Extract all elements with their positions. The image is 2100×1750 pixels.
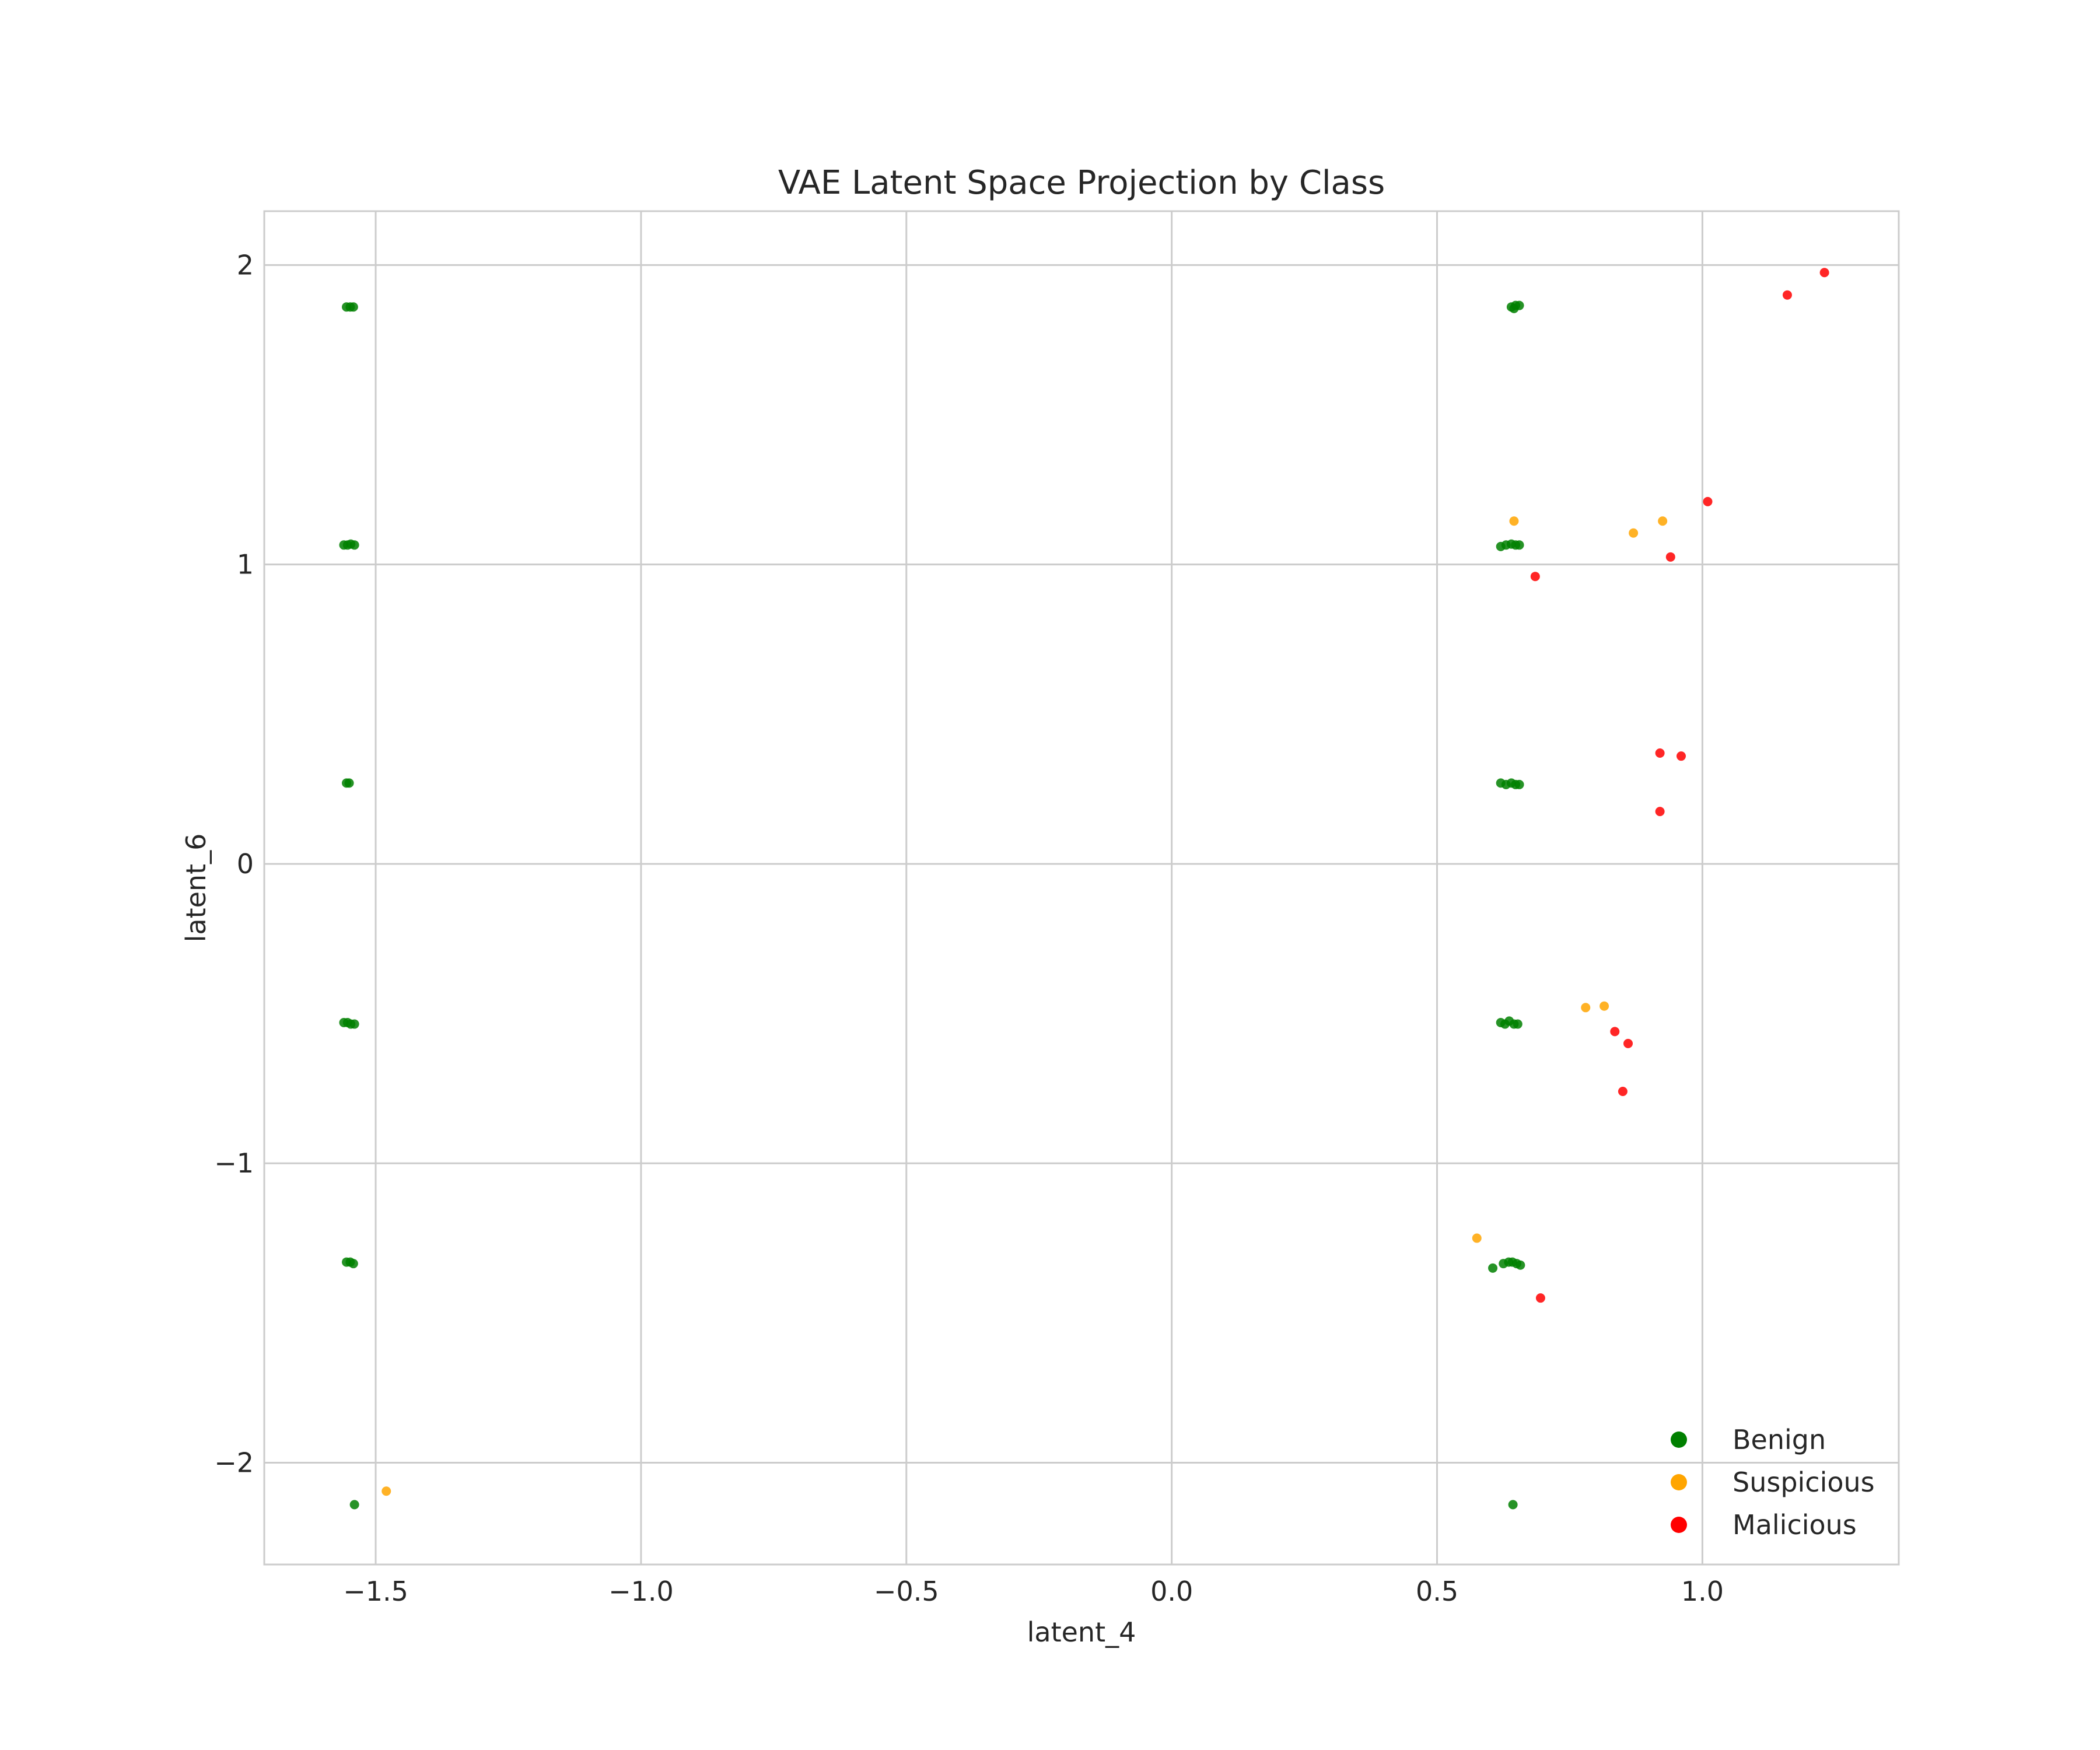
legend-label-malicious: Malicious (1732, 1509, 1857, 1541)
point-malicious (1610, 1027, 1620, 1037)
point-benign (1514, 540, 1524, 550)
point-malicious (1782, 290, 1792, 300)
y-tick-label: 1 (237, 549, 254, 580)
x-tick-label: 0.5 (1416, 1576, 1458, 1607)
x-tick-label: 0.0 (1150, 1576, 1193, 1607)
point-benign (1508, 1500, 1518, 1510)
point-benign (349, 540, 359, 550)
x-tick-label: 1.0 (1681, 1576, 1724, 1607)
y-tick-label: 2 (237, 249, 254, 281)
point-benign (348, 1259, 358, 1269)
x-axis-label: latent_4 (1027, 1616, 1136, 1648)
point-malicious (1535, 1293, 1545, 1303)
x-tick-label: −1.5 (343, 1576, 408, 1607)
data-points (339, 268, 1829, 1510)
point-malicious (1819, 268, 1829, 278)
legend-label-benign: Benign (1732, 1424, 1826, 1455)
point-benign (349, 1019, 359, 1029)
point-suspicious (1658, 516, 1668, 526)
point-benign (349, 1500, 359, 1510)
point-suspicious (1509, 516, 1519, 526)
point-benign (1509, 303, 1519, 313)
tick-labels: −1.5 −1.0 −0.5 0.0 0.5 1.0 −2 −1 0 1 2 (214, 249, 1724, 1607)
point-malicious (1618, 1087, 1628, 1097)
y-tick-label: −1 (214, 1147, 254, 1179)
legend-marker-benign (1671, 1432, 1687, 1448)
point-benign (1488, 1263, 1498, 1273)
point-benign (1516, 1260, 1525, 1270)
point-malicious (1655, 807, 1665, 817)
point-malicious (1665, 552, 1675, 562)
point-suspicious (1472, 1233, 1482, 1243)
point-benign (1514, 779, 1524, 789)
x-tick-label: −0.5 (874, 1576, 939, 1607)
point-suspicious (382, 1486, 391, 1496)
y-tick-label: −2 (214, 1447, 254, 1478)
point-malicious (1703, 496, 1713, 506)
legend-marker-suspicious (1671, 1474, 1687, 1490)
legend: Benign Suspicious Malicious (1671, 1424, 1875, 1541)
legend-label-suspicious: Suspicious (1732, 1466, 1875, 1498)
legend-marker-malicious (1671, 1517, 1687, 1533)
y-tick-label: 0 (237, 848, 254, 880)
point-benign (348, 302, 358, 312)
point-malicious (1676, 751, 1686, 761)
plot-frame (263, 210, 1900, 1566)
x-tick-label: −1.0 (608, 1576, 674, 1607)
point-malicious (1623, 1038, 1633, 1048)
y-axis-label: latent_6 (180, 834, 212, 943)
point-suspicious (1600, 1001, 1609, 1011)
point-suspicious (1629, 528, 1639, 538)
point-malicious (1530, 572, 1540, 582)
point-benign (344, 778, 354, 788)
point-suspicious (1581, 1003, 1591, 1013)
point-benign (1513, 1019, 1522, 1029)
point-malicious (1655, 748, 1665, 758)
chart-title: VAE Latent Space Projection by Class (778, 164, 1385, 202)
grid (264, 211, 1899, 1564)
